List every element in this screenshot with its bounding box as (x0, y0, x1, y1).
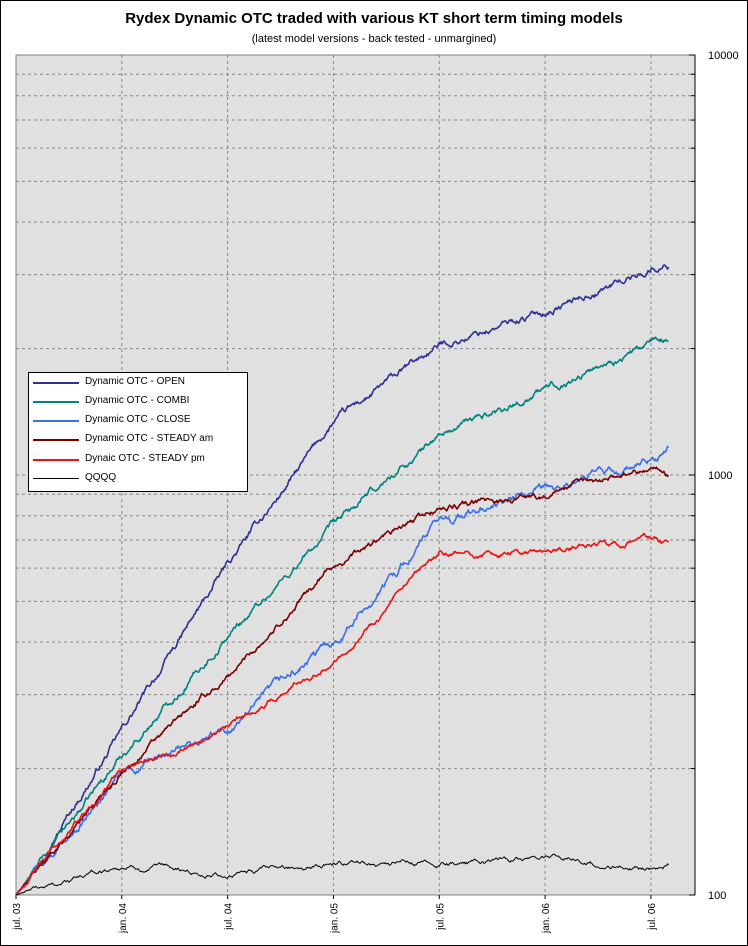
x-tick-label: jul. 04 (224, 903, 235, 931)
legend-item: Dynamic OTC - OPEN (29, 374, 247, 392)
legend-item: Dynamic OTC - CLOSE (29, 412, 247, 430)
series-group (15, 264, 670, 896)
legend-item: Dynamic OTC - COMBI (29, 393, 247, 411)
y-tick-label: 10000 (708, 50, 739, 62)
series-line (15, 264, 670, 896)
legend-swatch (33, 401, 79, 403)
legend-item: Dynaic OTC - STEADY pm (29, 451, 247, 469)
legend-swatch (33, 459, 79, 461)
x-tick-label: jan. 05 (329, 903, 340, 934)
x-tick-label: jul. 05 (435, 903, 446, 931)
grid-lines (15, 55, 695, 895)
x-tick-label: jul. 03 (12, 903, 23, 931)
chart-subtitle: (latest model versions - back tested - u… (251, 33, 497, 45)
series-line (15, 466, 670, 896)
legend-label: Dynaic OTC - STEADY pm (85, 453, 205, 464)
chart-title: Rydex Dynamic OTC traded with various KT… (125, 10, 623, 27)
y-axis-ticks: 100 1000 10000 (689, 50, 739, 902)
legend-item: QQQQ (29, 470, 247, 488)
legend-label: Dynamic OTC - STEADY am (85, 433, 214, 444)
legend-label: Dynamic OTC - OPEN (85, 376, 186, 387)
series-line (15, 336, 669, 896)
legend-item: Dynamic OTC - STEADY am (29, 431, 247, 449)
series-line (15, 532, 670, 896)
legend-swatch (33, 420, 79, 422)
y-tick-label: 1000 (708, 470, 732, 482)
legend-swatch (33, 439, 79, 441)
x-axis-ticks: jul. 03 jan. 04 jul. 04 jan. 05 jul. 05 jan. … (12, 895, 658, 934)
legend-label: Dynamic OTC - CLOSE (85, 414, 191, 425)
x-tick-label: jul. 06 (647, 903, 658, 931)
series-line (15, 853, 669, 896)
y-tick-label: 100 (708, 890, 726, 902)
legend: Dynamic OTC - OPEN Dynamic OTC - COMBI D… (28, 372, 248, 492)
legend-swatch (33, 382, 79, 384)
legend-label: QQQQ (85, 472, 117, 483)
x-tick-label: jan. 04 (118, 903, 129, 934)
x-tick-label: jan. 06 (541, 903, 552, 934)
legend-label: Dynamic OTC - COMBI (85, 395, 190, 406)
legend-swatch (33, 478, 79, 479)
